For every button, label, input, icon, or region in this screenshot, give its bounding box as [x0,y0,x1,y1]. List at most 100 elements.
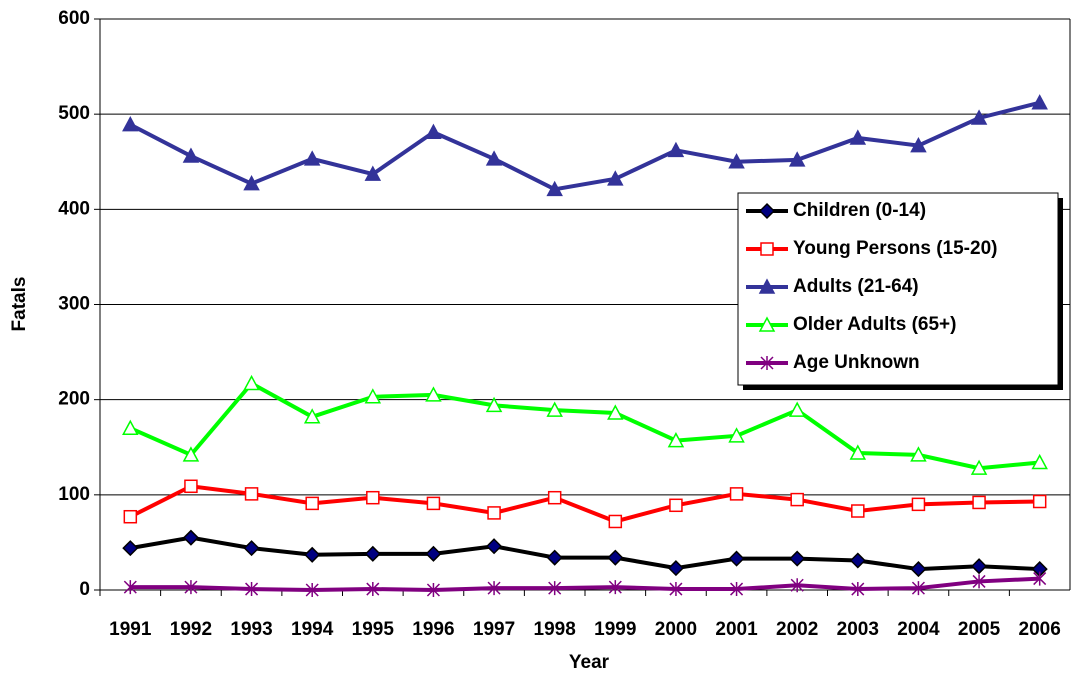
marker [182,147,200,163]
marker [122,540,139,557]
marker [760,242,774,256]
marker [122,419,139,435]
marker [485,150,503,166]
y-tick-label: 300 [58,294,90,315]
legend: Children (0-14) Young Persons (15-20) Adul… [737,192,1059,386]
legend-label: Young Persons (15-20) [793,238,997,259]
marker [366,582,380,597]
marker [910,446,927,462]
x-tick-label: 1992 [170,619,212,640]
marker [547,490,562,505]
x-tick-label: 1994 [291,619,334,640]
x-tick-label: 2003 [837,619,879,640]
marker [184,580,198,595]
marker [607,404,624,420]
marker [910,136,927,153]
marker [304,546,321,563]
y-tick-label: 600 [58,8,90,29]
marker [790,578,804,593]
marker [1032,494,1047,509]
x-tick-label: 1991 [109,619,152,640]
marker [123,580,137,595]
marker [364,388,382,404]
x-tick-label: 2004 [897,619,940,640]
marker [788,151,806,167]
marker [972,495,986,510]
x-tick-label: 2000 [655,619,697,640]
marker [607,549,624,566]
marker [485,396,503,413]
x-tick-label: 1997 [473,619,515,640]
marker [758,316,776,332]
marker [760,356,774,370]
x-tick-label: 1998 [534,619,576,640]
marker [910,561,927,578]
marker [364,545,381,562]
x-tick-label: 1993 [230,619,272,640]
legend-label: Adults (21-64) [793,276,919,297]
legend-label: Older Adults (65+) [793,314,956,335]
marker [426,583,440,597]
x-axis-title: Year [569,652,610,673]
marker [305,583,319,597]
x-tick-label: 2006 [1019,619,1061,640]
series-line [130,576,1040,593]
marker [790,492,804,507]
marker [182,529,199,546]
marker [426,496,441,511]
marker [546,180,563,197]
marker [243,374,260,391]
marker [911,497,926,512]
marker [607,170,624,186]
series-line [129,535,1040,572]
marker [911,581,925,596]
y-tick-label: 400 [58,198,90,219]
y-tick-label: 500 [58,103,90,124]
marker [487,581,501,596]
marker [851,504,865,518]
marker [788,401,806,417]
series-line [129,380,1040,471]
marker [243,175,260,191]
marker [364,165,382,181]
marker [669,582,683,597]
marker [729,487,744,501]
y-axis-title: Fatals [9,277,30,332]
marker [1031,94,1048,110]
marker [730,582,744,597]
marker [425,123,442,139]
marker [758,202,776,220]
marker [487,506,501,520]
x-tick-label: 1995 [352,619,395,640]
marker [728,550,745,567]
marker [303,150,321,166]
y-tick-label: 100 [58,484,90,505]
marker [728,153,745,169]
marker [849,129,867,145]
y-tick-label: 200 [58,389,90,410]
marker [667,141,685,158]
marker [305,496,319,511]
marker [122,116,139,132]
marker [972,574,986,589]
marker [1033,571,1047,586]
marker [851,582,865,597]
marker [667,560,684,577]
x-tick-label: 2002 [776,619,818,640]
marker [789,550,806,567]
marker [970,109,988,125]
marker [182,446,200,462]
series-line [129,484,1040,524]
marker [849,444,867,460]
legend-box [737,192,1059,386]
marker [849,552,866,569]
marker [303,408,321,424]
marker [970,459,988,475]
legend-label: Age Unknown [793,352,920,373]
marker [971,558,988,575]
marker [486,538,503,555]
marker [244,487,259,501]
marker [425,386,442,402]
legend-label: Children (0-14) [793,200,926,221]
